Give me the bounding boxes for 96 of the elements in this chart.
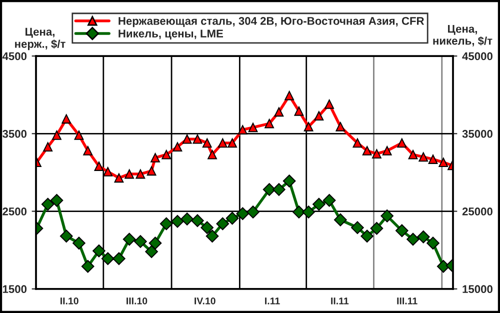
point — [418, 152, 428, 162]
point — [103, 167, 113, 176]
point — [216, 217, 230, 230]
point — [372, 149, 382, 159]
point — [226, 212, 239, 225]
point — [304, 122, 314, 132]
point — [74, 130, 84, 140]
point — [406, 232, 420, 246]
point — [146, 166, 156, 176]
point — [380, 210, 394, 222]
point — [397, 138, 407, 148]
point — [416, 230, 430, 244]
point — [228, 138, 237, 148]
x-tick-label: III.10 — [126, 297, 148, 304]
x-tick-label: I.11 — [265, 298, 280, 304]
point — [238, 125, 248, 134]
point — [92, 244, 106, 258]
point — [162, 150, 172, 160]
point — [172, 142, 182, 152]
y2-tick-label: 25000 — [462, 208, 492, 216]
point — [112, 252, 126, 266]
legend-label: Нержавеющая сталь, 304 2В, Юго-Восточная Азия, CFR — [118, 17, 424, 28]
point — [83, 146, 93, 156]
point — [382, 146, 392, 156]
point — [134, 235, 147, 248]
point — [180, 212, 194, 226]
point — [171, 214, 184, 228]
point — [274, 107, 284, 117]
point — [94, 162, 104, 171]
point — [60, 230, 73, 243]
point — [264, 118, 274, 128]
x-tick-label: II.11 — [331, 298, 349, 304]
point — [360, 230, 374, 243]
point — [41, 198, 54, 211]
point — [428, 154, 438, 164]
point — [246, 206, 260, 218]
point — [262, 183, 276, 196]
point — [62, 114, 72, 124]
point — [160, 217, 173, 230]
point — [208, 150, 217, 160]
point — [182, 134, 192, 144]
point — [408, 150, 418, 160]
point — [436, 260, 450, 273]
point — [136, 169, 146, 179]
y-axis-title: Цена, нерж., $/т — [15, 28, 66, 50]
y-tick-label: 3500 — [2, 130, 27, 138]
point — [200, 221, 214, 234]
point — [218, 138, 228, 148]
y2-tick-label: 15000 — [462, 285, 492, 294]
point — [122, 232, 136, 246]
point — [426, 236, 440, 250]
point — [81, 260, 94, 273]
point — [236, 207, 250, 220]
x-tick-label: III.11 — [397, 298, 418, 304]
point — [72, 236, 86, 250]
legend-label: Никель, цены, LME — [118, 30, 224, 40]
point — [351, 221, 364, 234]
point — [352, 138, 362, 148]
point — [292, 206, 306, 218]
y-tick-label: 4500 — [2, 52, 27, 60]
point — [202, 138, 212, 148]
point — [322, 194, 336, 207]
point — [312, 198, 326, 211]
point — [272, 183, 286, 196]
point — [206, 230, 219, 243]
point — [302, 206, 315, 218]
point — [145, 245, 158, 258]
point — [248, 122, 258, 132]
point — [284, 90, 294, 100]
point — [191, 214, 204, 228]
point — [50, 194, 64, 207]
point — [438, 158, 448, 168]
point — [395, 224, 408, 238]
y-tick-label: 2500 — [2, 208, 27, 216]
y2-axis-title: Цена, никель, $/т — [433, 25, 492, 46]
y2-tick-label: 45000 — [462, 52, 492, 60]
point — [314, 111, 324, 120]
point — [148, 236, 162, 250]
x-tick-label: II.10 — [60, 297, 78, 304]
point — [124, 169, 134, 179]
point — [150, 153, 160, 162]
point — [282, 174, 296, 188]
y-tick-label: 1500 — [2, 285, 27, 294]
point — [114, 173, 124, 183]
point — [43, 142, 53, 152]
x-tick-label: IV.10 — [194, 297, 216, 304]
point — [101, 252, 114, 266]
point — [334, 213, 347, 226]
point — [294, 106, 304, 116]
point — [324, 99, 334, 109]
y2-tick-label: 35000 — [462, 130, 492, 138]
point — [370, 222, 384, 235]
point — [336, 122, 346, 132]
point — [362, 146, 372, 156]
point — [192, 134, 202, 144]
point — [52, 130, 62, 140]
